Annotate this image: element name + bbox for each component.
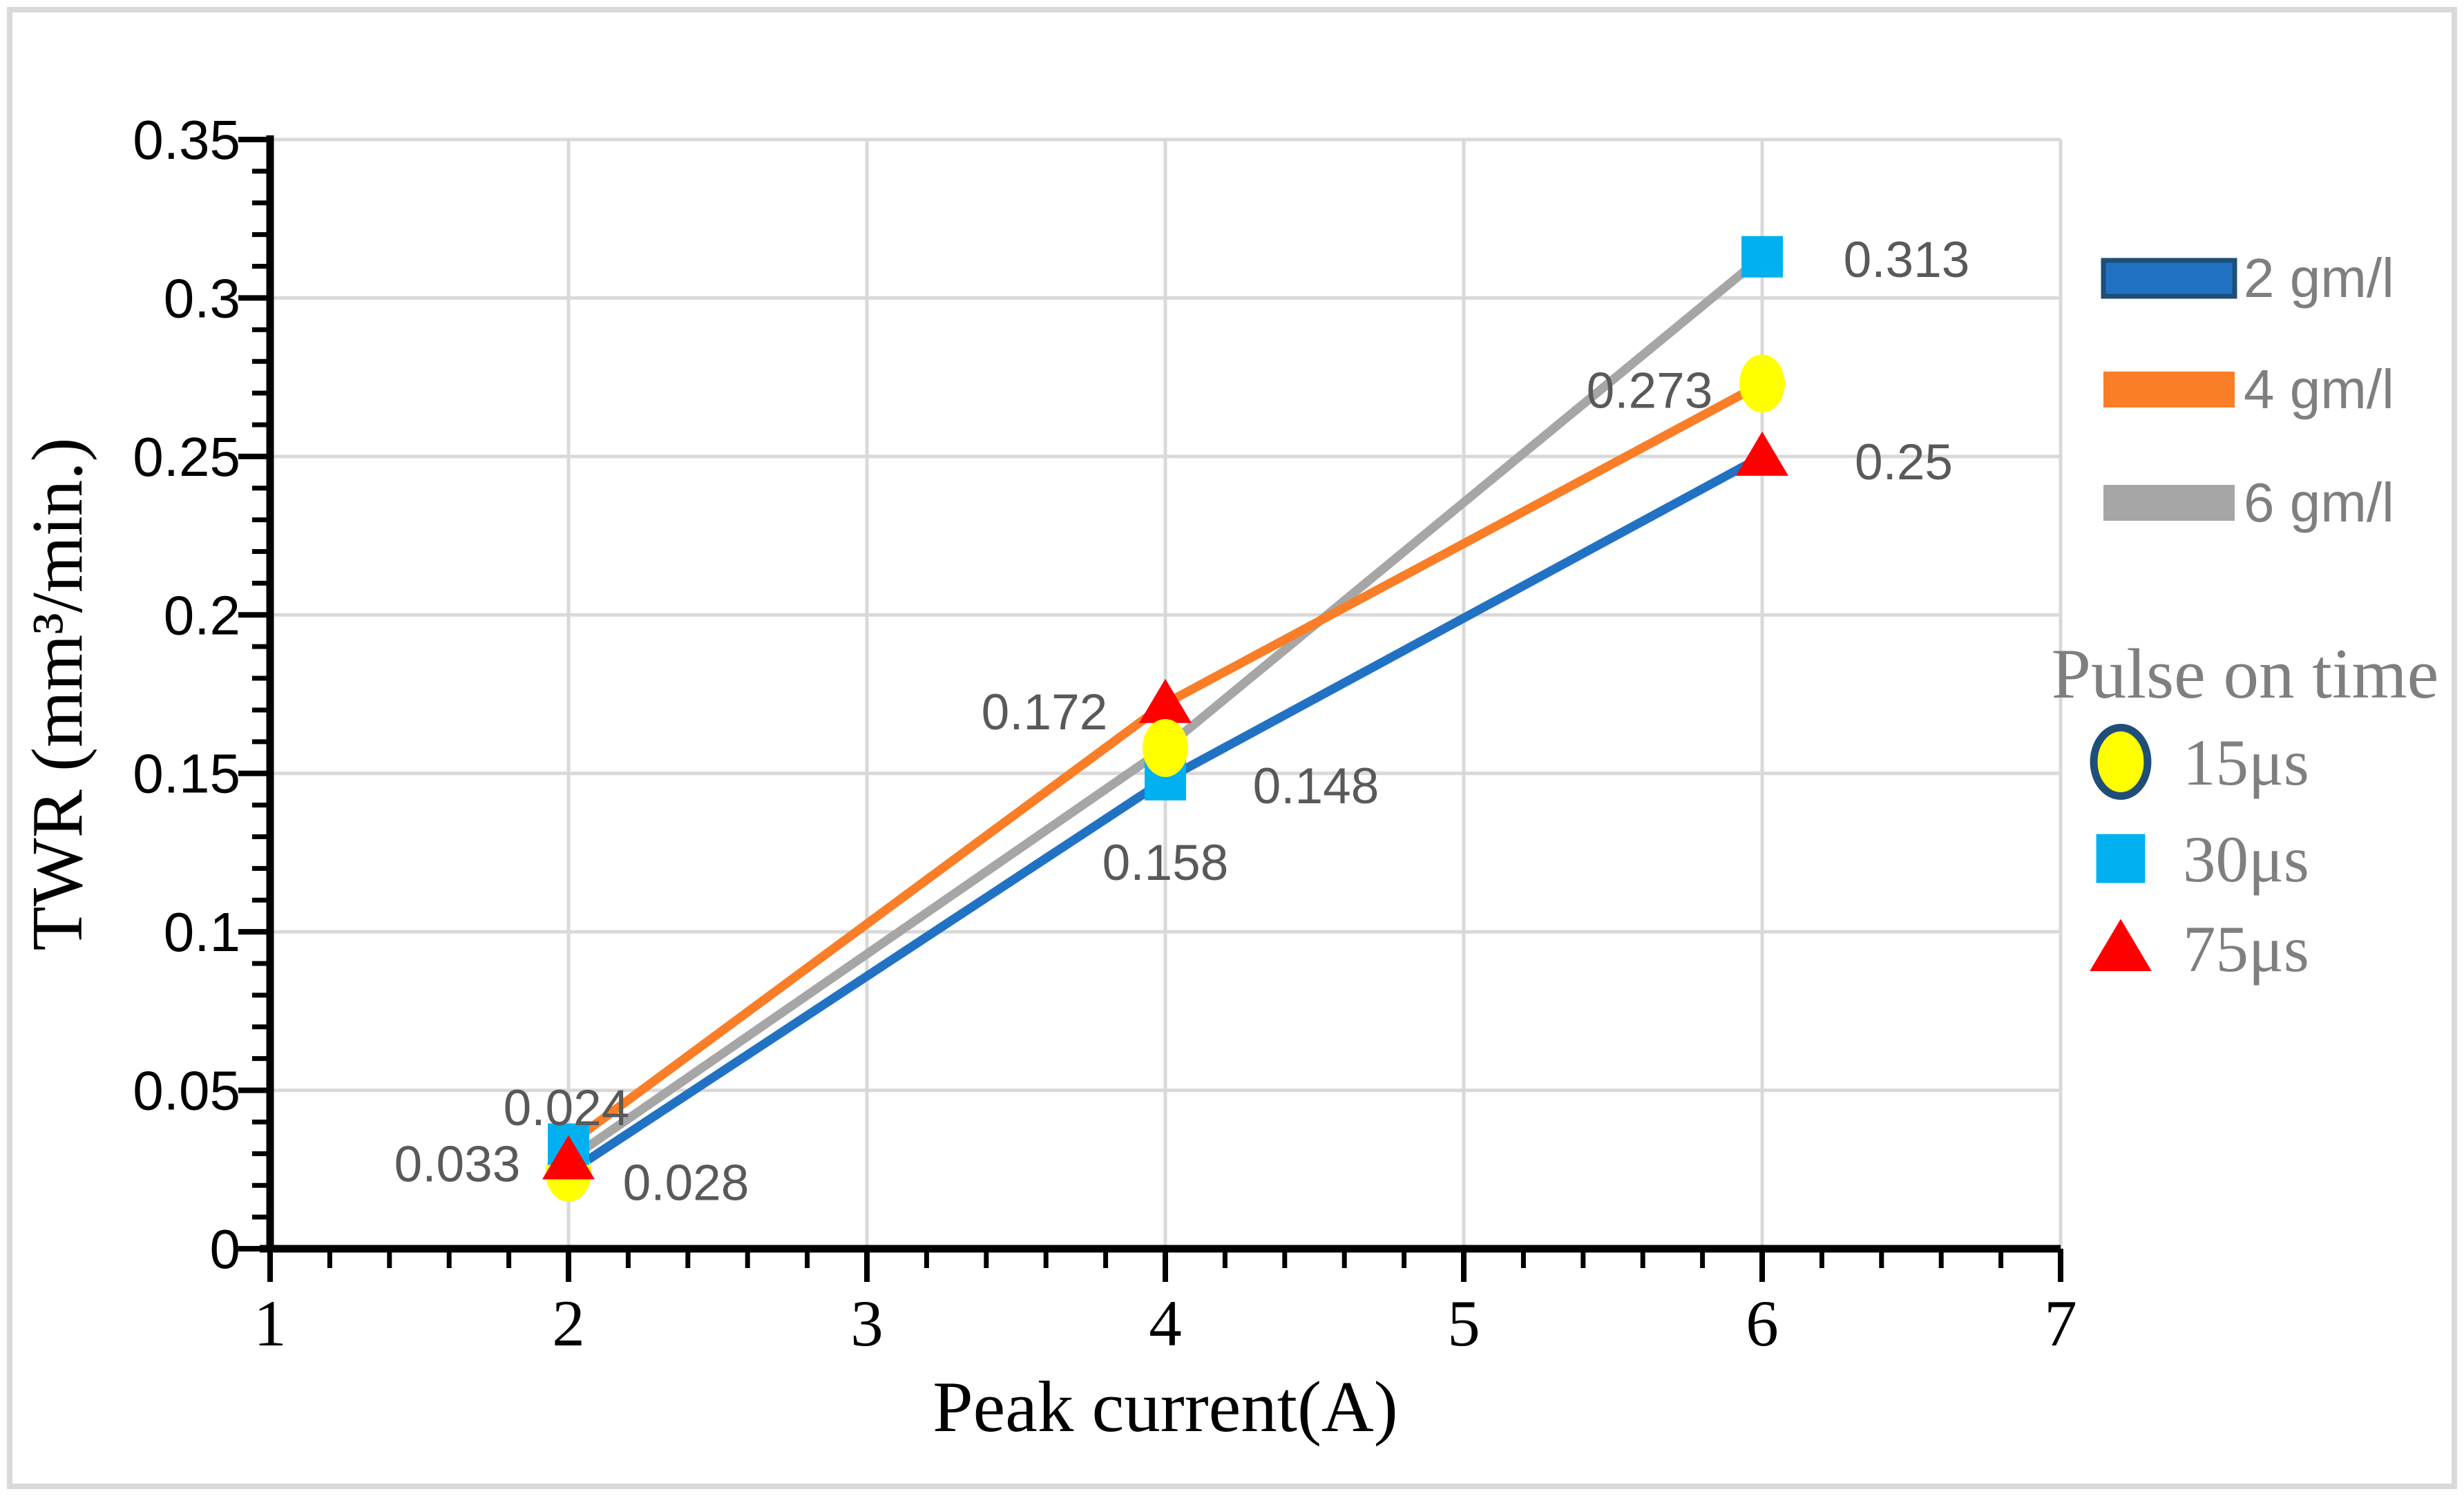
marker-square-30us	[1741, 236, 1783, 278]
x-tick-label: 4	[1149, 1287, 1182, 1360]
legend-label: 6 gm/l	[2244, 472, 2394, 533]
y-tick-label: 0.3	[164, 267, 240, 329]
marker-triangle-75us	[1736, 431, 1788, 476]
legend-label: 4 gm/l	[2244, 358, 2394, 420]
x-tick-labels: 1 2 3 4 5 6 7	[254, 1287, 2077, 1360]
data-label: 0.024	[504, 1080, 630, 1136]
legend-pulse-title: Pulse on time	[2052, 635, 2439, 713]
x-tick-label: 6	[1746, 1287, 1779, 1360]
data-label: 0.033	[394, 1137, 521, 1193]
x-tick-label: 3	[850, 1287, 884, 1360]
marker-square-30us	[2096, 834, 2146, 883]
legend-pulse-label: 30μs	[2183, 823, 2309, 896]
y-tick-label: 0.35	[133, 109, 240, 171]
y-tick-label: 0.05	[133, 1060, 240, 1122]
y-tick-label: 0.25	[133, 426, 240, 488]
y-tick-label: 0	[210, 1218, 241, 1280]
x-tick-label: 2	[552, 1287, 585, 1360]
marker-triangle-75us	[1139, 678, 1192, 723]
legend-label: 2 gm/l	[2244, 247, 2394, 309]
data-label: 0.148	[1253, 758, 1379, 814]
data-point-markers	[542, 236, 1788, 1202]
legend-swatch-6-gm-l	[2103, 485, 2235, 521]
legend-swatch-4-gm-l	[2103, 372, 2235, 407]
data-label: 0.313	[1844, 232, 1970, 288]
legend-swatch-2-gm-l	[2101, 258, 2237, 299]
x-tick-label: 5	[1447, 1287, 1480, 1360]
y-tick-label: 0.2	[164, 584, 240, 646]
data-label: 0.172	[982, 684, 1108, 740]
legend-pulse-on-time: Pulse on time 15μs 30μs 75μs	[2052, 635, 2439, 986]
data-label: 0.25	[1855, 434, 1953, 490]
legend-pulse-label: 15μs	[2183, 726, 2309, 799]
data-label: 0.273	[1587, 363, 1713, 419]
marker-circle-15us	[2090, 723, 2152, 800]
legend-pulse-label: 75μs	[2183, 912, 2309, 986]
marker-triangle-75us	[2090, 919, 2152, 972]
axis-ticks	[238, 137, 2063, 1282]
y-axis-title: TWR (mm³/min.)	[17, 437, 97, 950]
data-label: 0.028	[623, 1155, 749, 1211]
x-tick-label: 7	[2044, 1287, 2077, 1360]
legend-concentration: 2 gm/l 4 gm/l 6 gm/l	[2101, 247, 2394, 533]
y-tick-label: 0.15	[133, 743, 240, 805]
marker-circle-15us	[1739, 354, 1785, 413]
x-axis-title: Peak current(A)	[933, 1366, 1397, 1447]
x-tick-label: 1	[254, 1287, 287, 1360]
data-labels: 0.024 0.148 0.25 0.033 0.172 0.273 0.028 0.158 0…	[394, 232, 1970, 1211]
y-tick-labels: 0 0.05 0.1 0.15 0.2 0.25 0.3 0.35	[133, 109, 240, 1280]
figure-border	[7, 7, 2457, 1489]
marker-circle-15us	[1143, 719, 1188, 778]
y-tick-label: 0.1	[164, 901, 240, 963]
marker-triangle-75us	[542, 1135, 595, 1180]
data-label: 0.158	[1102, 835, 1229, 891]
